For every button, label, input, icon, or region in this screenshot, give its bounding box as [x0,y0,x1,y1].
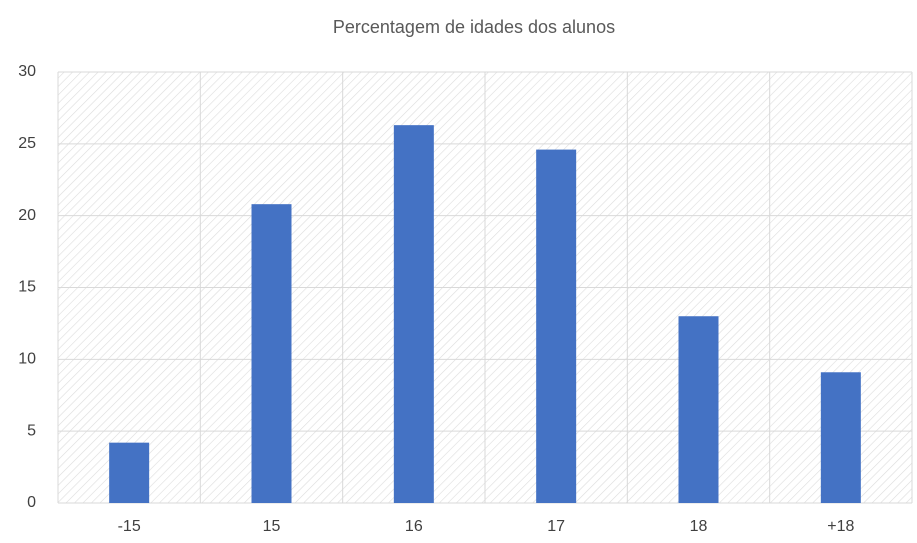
bar [678,316,719,503]
x-tick-label: -15 [118,518,141,535]
bar [109,442,150,503]
bar [820,372,861,503]
bar [536,149,577,503]
y-tick-label: 0 [27,494,36,511]
y-tick-label: 25 [18,135,36,152]
x-tick-label: 18 [690,518,708,535]
y-tick-label: 5 [27,422,36,439]
y-tick-label: 10 [18,351,36,368]
chart-title: Percentagem de idades dos alunos [333,17,615,37]
bar [251,204,292,503]
x-tick-label: 17 [547,518,565,535]
y-tick-label: 30 [18,63,36,80]
y-tick-label: 15 [18,279,36,296]
x-tick-label: 15 [263,518,281,535]
x-tick-label: 16 [405,518,423,535]
y-tick-label: 20 [18,207,36,224]
bar [393,125,434,503]
x-tick-label: +18 [827,518,854,535]
